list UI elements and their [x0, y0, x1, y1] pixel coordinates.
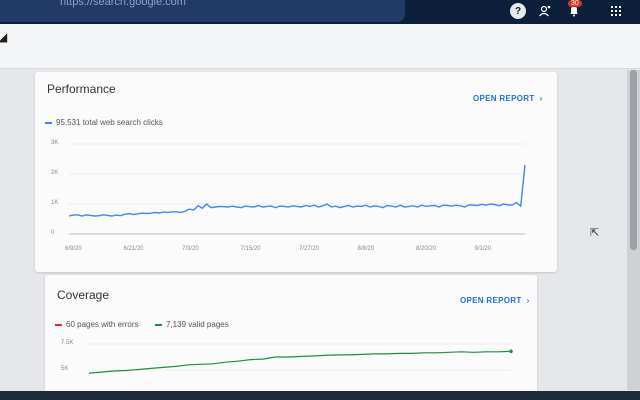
x-tick-label: 7/15/20	[240, 246, 261, 252]
legend-swatch	[155, 323, 162, 326]
menu-icon[interactable]: ◢	[0, 30, 8, 44]
legend-swatch	[55, 323, 62, 326]
performance-card: Performance OPEN REPORT › 95,531 total w…	[35, 72, 557, 272]
notifications-bell-icon[interactable]	[566, 3, 582, 19]
valid-pages-series-line	[88, 350, 512, 374]
x-tick-label: 7/3/20	[182, 246, 199, 252]
x-tick-label: 6/21/20	[123, 246, 144, 252]
y-tick-label: 2K	[51, 170, 59, 176]
legend-swatch	[45, 121, 52, 124]
apps-grid-icon[interactable]	[608, 3, 624, 19]
coverage-open-report-link[interactable]: OPEN REPORT ›	[460, 296, 530, 305]
page-scrollbar[interactable]	[627, 70, 640, 390]
notifications-badge: 30	[568, 0, 582, 7]
help-icon[interactable]: ?	[510, 3, 526, 19]
x-tick-label: 7/27/20	[299, 246, 320, 252]
mouse-cursor-icon: ⇱	[590, 227, 600, 239]
x-tick-label: 8/20/20	[416, 246, 437, 252]
series-end-point	[509, 349, 513, 354]
y-tick-label: 5K	[61, 366, 69, 372]
y-tick-label: 1K	[51, 200, 59, 206]
performance-open-report-link[interactable]: OPEN REPORT ›	[473, 94, 543, 103]
sub-header: ◢	[0, 24, 640, 69]
performance-legend: 95,531 total web search clicks	[45, 118, 163, 127]
coverage-legend-valid-label: 7,139 valid pages	[166, 320, 229, 329]
performance-title: Performance	[47, 82, 116, 96]
performance-open-report-label: OPEN REPORT	[473, 94, 535, 103]
coverage-open-report-label: OPEN REPORT	[460, 296, 522, 305]
search-box[interactable]: https://search.google.com	[0, 0, 405, 22]
os-taskbar	[0, 391, 640, 400]
coverage-chart	[88, 343, 513, 374]
performance-legend-label: 95,531 total web search clicks	[56, 118, 163, 127]
coverage-legend-valid: 7,139 valid pages	[155, 320, 229, 329]
scrollbar-thumb[interactable]	[630, 70, 637, 250]
top-app-bar: https://search.google.com ? 30	[0, 0, 640, 24]
chevron-right-icon: ›	[524, 296, 530, 305]
y-tick-label: 0	[51, 230, 55, 236]
x-tick-label: 8/8/20	[357, 246, 375, 252]
y-tick-label: 3K	[51, 140, 59, 146]
y-tick-label: 7.5K	[61, 340, 74, 346]
clicks-series-line	[68, 164, 526, 217]
coverage-card: Coverage OPEN REPORT › 60 pages with err…	[45, 275, 537, 400]
chevron-right-icon: ›	[537, 94, 543, 103]
x-tick-label: 9/1/20	[474, 246, 492, 252]
account-switcher-icon[interactable]	[537, 3, 553, 19]
x-tick-label: 6/9/20	[65, 246, 82, 252]
coverage-title: Coverage	[57, 288, 110, 302]
coverage-legend-errors: 60 pages with errors	[55, 320, 138, 329]
search-text: https://search.google.com	[60, 0, 186, 8]
performance-chart	[68, 143, 526, 235]
coverage-legend-errors-label: 60 pages with errors	[66, 320, 139, 329]
